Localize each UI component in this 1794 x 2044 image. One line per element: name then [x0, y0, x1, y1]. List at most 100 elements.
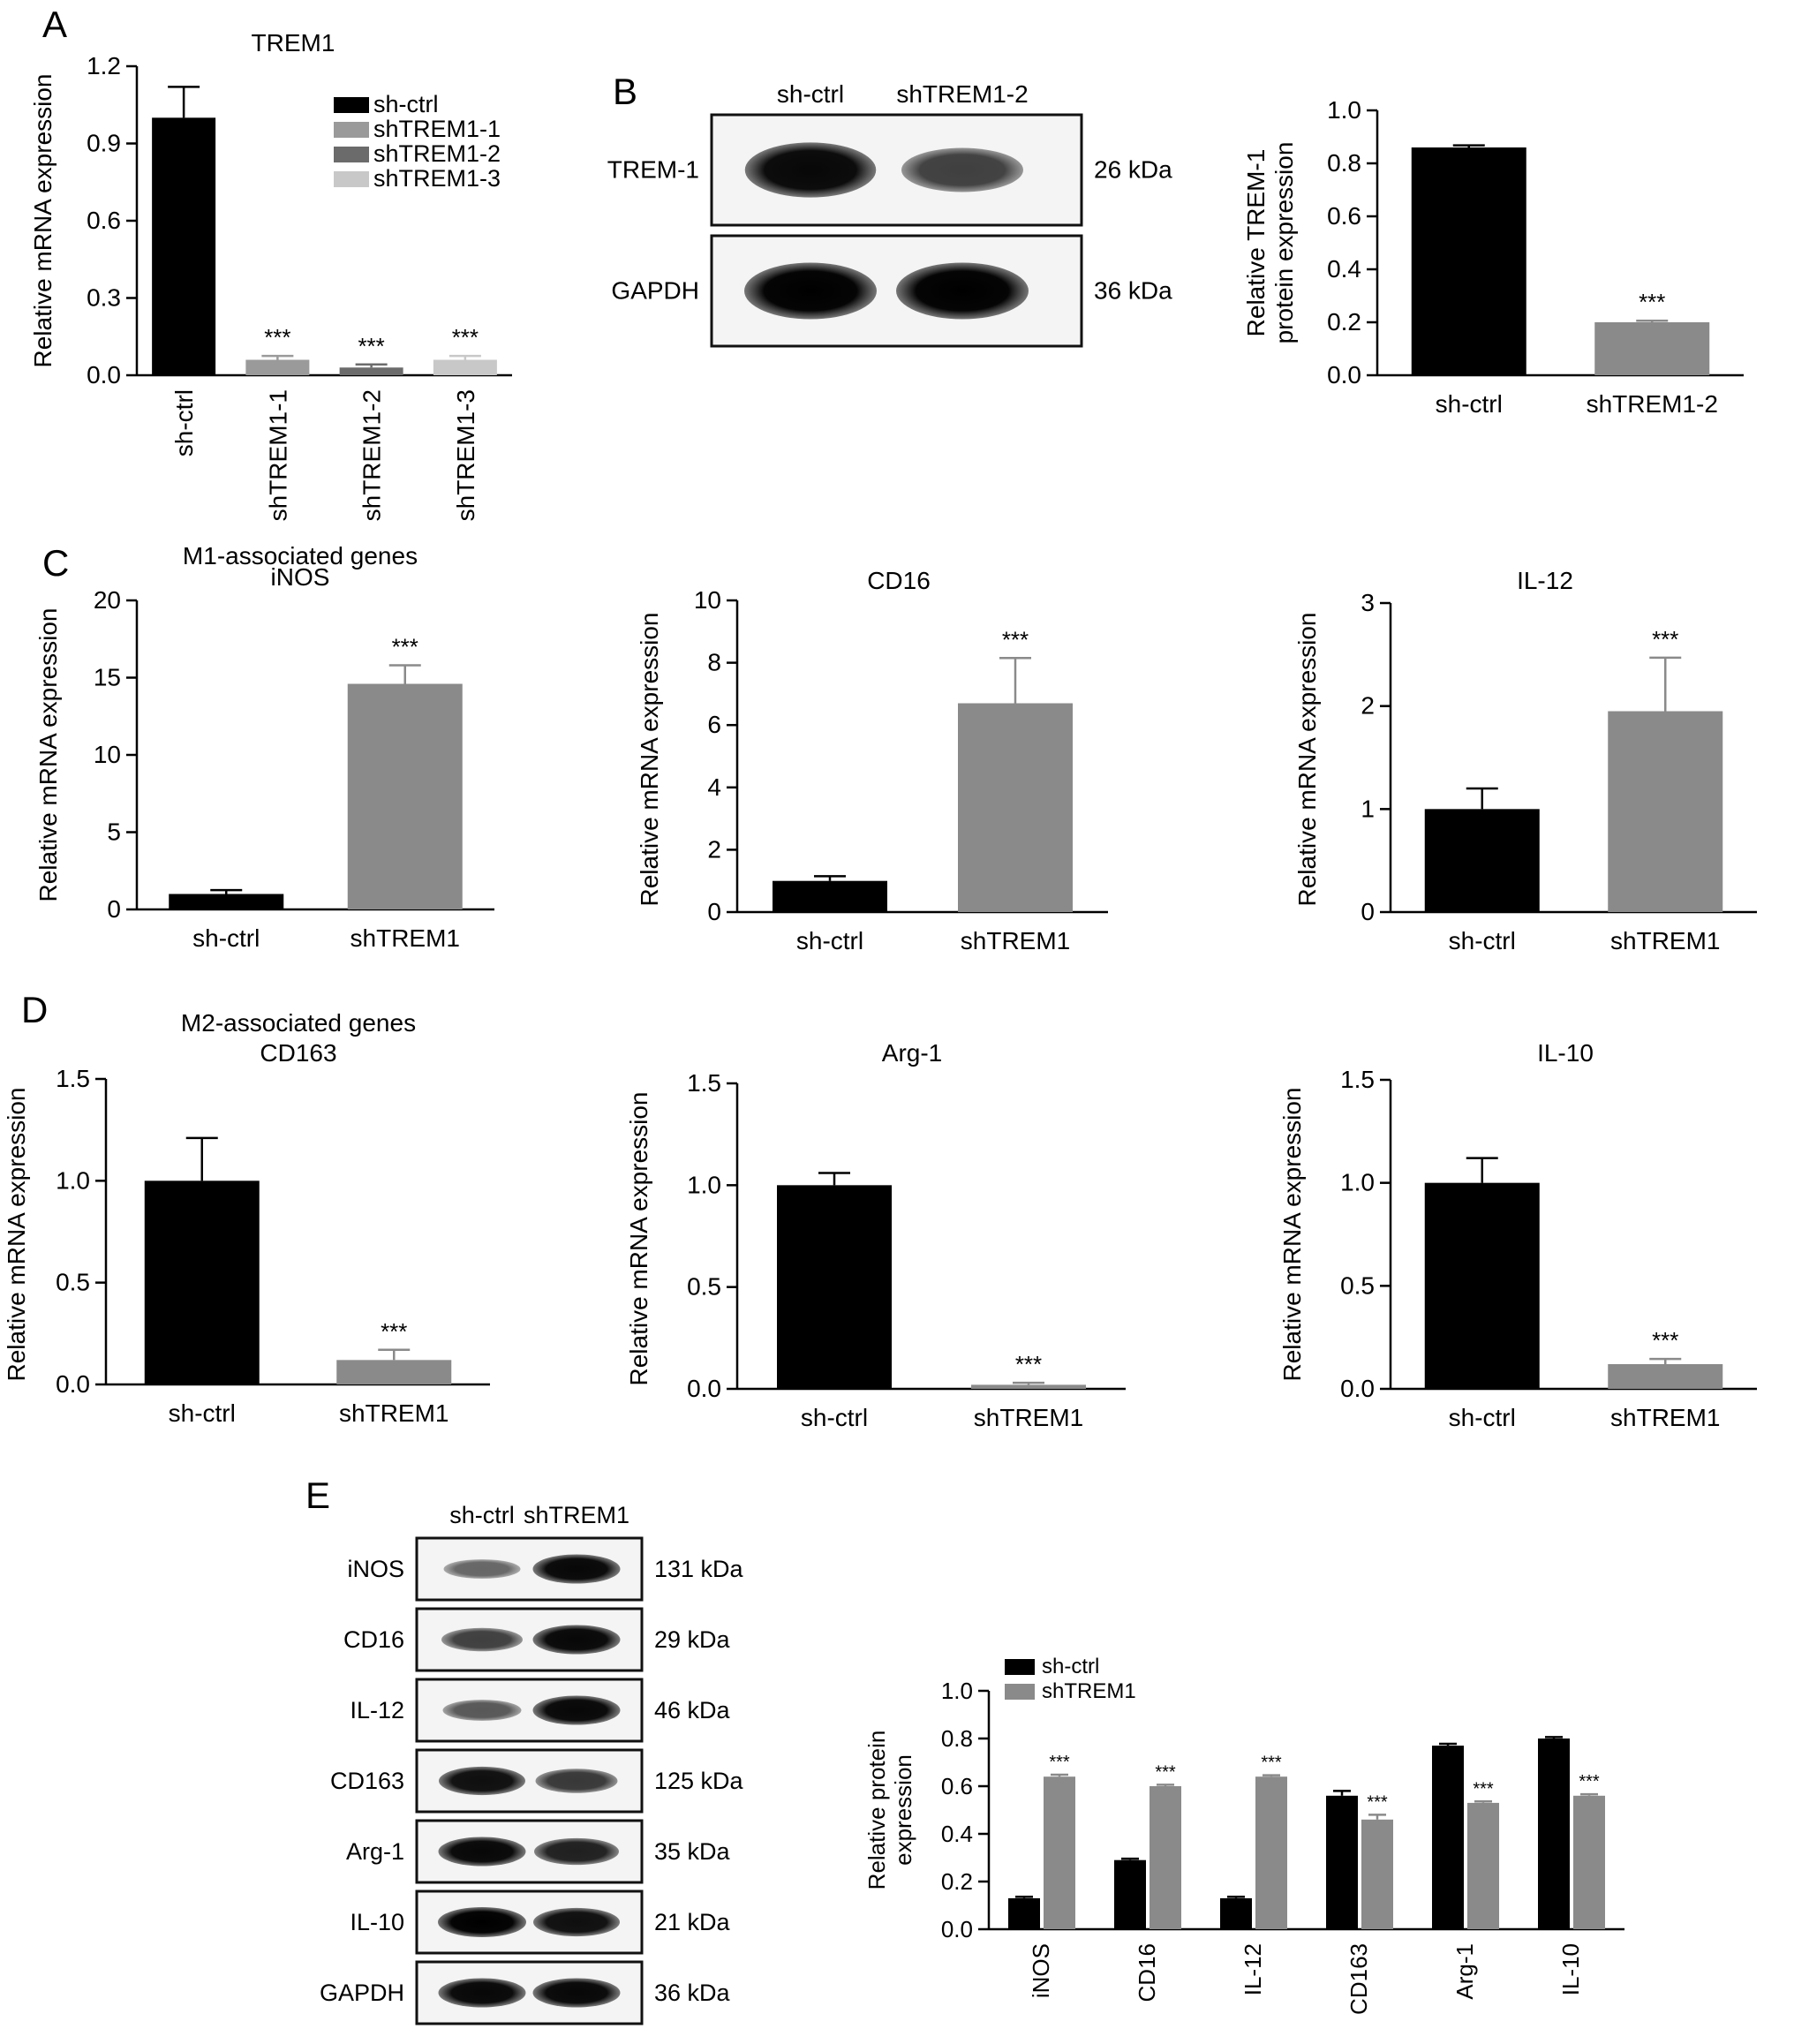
band	[532, 1625, 621, 1655]
significance-label: ***	[1367, 1792, 1388, 1812]
chart-d3: 0.0 0.5 1.0 1.5 Relative mRNA expression IL-1…	[1278, 1039, 1757, 1431]
y-axis-label: Relative mRNA expression	[3, 1087, 30, 1381]
chart-a: 0.0 0.3 0.6 0.9 1.2 Relative mRNA expression T…	[29, 29, 512, 521]
band	[901, 147, 1023, 192]
x-tick-label: shTREM1	[974, 1404, 1083, 1431]
bar-sh-ctrl-IL-12	[1220, 1897, 1252, 1929]
bar-shTREM1	[347, 683, 463, 909]
y-axis-label: Relative mRNA expression	[1278, 1087, 1306, 1381]
y-tick-label: 5	[107, 818, 121, 846]
y-tick-label: 0.4	[1327, 255, 1361, 283]
protein-label: IL-10	[350, 1909, 404, 1935]
protein-label: Arg-1	[346, 1838, 404, 1865]
y-tick-label: 0.6	[87, 207, 121, 234]
panel-letter-b: B	[613, 71, 637, 112]
bar-shTREM1-2	[339, 367, 403, 375]
y-tick-label: 0.5	[1340, 1271, 1375, 1299]
y-tick-label: 0.0	[1340, 1375, 1375, 1402]
western-blot-e: sh-ctrl shTREM1 iNOS 131 kDa CD16 29 kDa IL-12…	[320, 1502, 744, 2025]
bar-sh-ctrl	[1424, 809, 1540, 912]
group-title-m2: M2-associated genes	[181, 1009, 416, 1037]
y-tick-label: 1.0	[941, 1678, 973, 1704]
band	[441, 1627, 523, 1652]
legend-label: shTREM1-3	[373, 165, 501, 192]
panel-letter-a: A	[42, 4, 67, 45]
group-title-m1: M1-associated genes	[183, 542, 418, 569]
chart-title: CD163	[260, 1039, 336, 1067]
bar-sh-ctrl	[773, 880, 887, 912]
significance-label: ***	[392, 634, 418, 660]
y-tick-label: 0.2	[941, 1868, 973, 1895]
bar-shTREM1	[1608, 711, 1723, 912]
y-axis-label: Relative mRNA expression	[625, 1091, 652, 1385]
chart-title: Arg-1	[882, 1039, 942, 1067]
bar-shTREM1-1	[245, 359, 310, 375]
x-tick-label: IL-10	[1557, 1943, 1584, 1995]
y-tick-label: 3	[1361, 589, 1375, 616]
x-tick-label: sh-ctrl	[192, 924, 260, 952]
significance-label: ***	[1155, 1762, 1176, 1782]
significance-label: ***	[1652, 1327, 1678, 1354]
bar-shTREM1	[1608, 1364, 1723, 1389]
panel-letter-d: D	[21, 989, 48, 1030]
y-tick-label: 1.5	[56, 1065, 90, 1092]
significance-label: ***	[1652, 626, 1678, 652]
y-axis-label: Relative mRNA expression	[1293, 612, 1321, 906]
y-tick-label: 0.0	[1327, 361, 1361, 388]
molecular-weight: 125 kDa	[654, 1768, 744, 1794]
panel-letter-c: C	[42, 542, 69, 584]
y-tick-label: 0.0	[941, 1916, 973, 1942]
significance-label: ***	[1639, 289, 1665, 315]
chart-title: IL-10	[1537, 1039, 1594, 1067]
y-tick-label: 10	[694, 586, 721, 614]
band	[535, 1769, 618, 1793]
y-tick-label: 0.0	[87, 361, 121, 388]
x-tick-label: sh-ctrl	[170, 389, 198, 456]
chart-title: IL-12	[1517, 567, 1573, 594]
x-tick-label: sh-ctrl	[801, 1404, 868, 1431]
x-tick-label: CD163	[1346, 1943, 1372, 2015]
bar-sh-ctrl-IL-10	[1538, 1739, 1570, 1929]
chart-title: iNOS	[271, 563, 330, 591]
y-tick-label: 8	[707, 649, 721, 676]
bar-shTREM1-IL-10	[1573, 1795, 1605, 1929]
significance-label: ***	[1473, 1779, 1494, 1799]
bar-shTREM1	[336, 1360, 452, 1384]
x-tick-label: sh-ctrl	[169, 1399, 236, 1427]
molecular-weight: 21 kDa	[654, 1909, 731, 1935]
y-tick-label: 0.0	[687, 1375, 721, 1402]
y-axis-label: Relative mRNA expression	[34, 607, 62, 901]
x-tick-label: shTREM1-2	[358, 389, 386, 521]
bar-shTREM1-CD163	[1361, 1819, 1393, 1929]
y-tick-label: 15	[94, 664, 121, 691]
y-tick-label: 0	[707, 898, 721, 925]
bar-sh-ctrl	[144, 1180, 260, 1384]
x-tick-label: shTREM1	[339, 1399, 448, 1427]
band	[533, 1907, 620, 1937]
bar-sh-ctrl	[777, 1185, 892, 1389]
y-tick-label: 2	[1361, 692, 1375, 720]
chart-c3: 0 1 2 3 Relative mRNA expression IL-12 sh-ctrl…	[1293, 567, 1757, 954]
protein-label: GAPDH	[320, 1980, 404, 2006]
y-tick-label: 6	[707, 711, 721, 738]
molecular-weight: 46 kDa	[654, 1697, 731, 1723]
x-tick-label: sh-ctrl	[1449, 927, 1516, 954]
chart-b: 0.0 0.2 0.4 0.6 0.8 1.0 Relative TREM-1protein…	[1242, 96, 1744, 418]
molecular-weight: 35 kDa	[654, 1838, 731, 1865]
band	[438, 1907, 526, 1937]
legend-swatch	[1005, 1659, 1035, 1675]
protein-label: CD163	[330, 1768, 404, 1794]
x-tick-label: iNOS	[1028, 1943, 1054, 1998]
y-tick-label: 0.5	[687, 1273, 721, 1301]
bar-sh-ctrl-iNOS	[1008, 1897, 1040, 1929]
legend-swatch	[334, 147, 369, 162]
significance-label: ***	[1015, 1351, 1042, 1377]
significance-label: ***	[452, 324, 479, 351]
x-tick-label: IL-12	[1240, 1943, 1266, 1995]
molecular-weight: 29 kDa	[654, 1626, 731, 1653]
y-tick-label: 1.5	[1340, 1066, 1375, 1093]
bar-sh-ctrl	[152, 117, 216, 376]
y-tick-label: 0.8	[941, 1725, 973, 1752]
x-tick-label: sh-ctrl	[1436, 390, 1503, 418]
chart-title: TREM1	[252, 29, 335, 57]
